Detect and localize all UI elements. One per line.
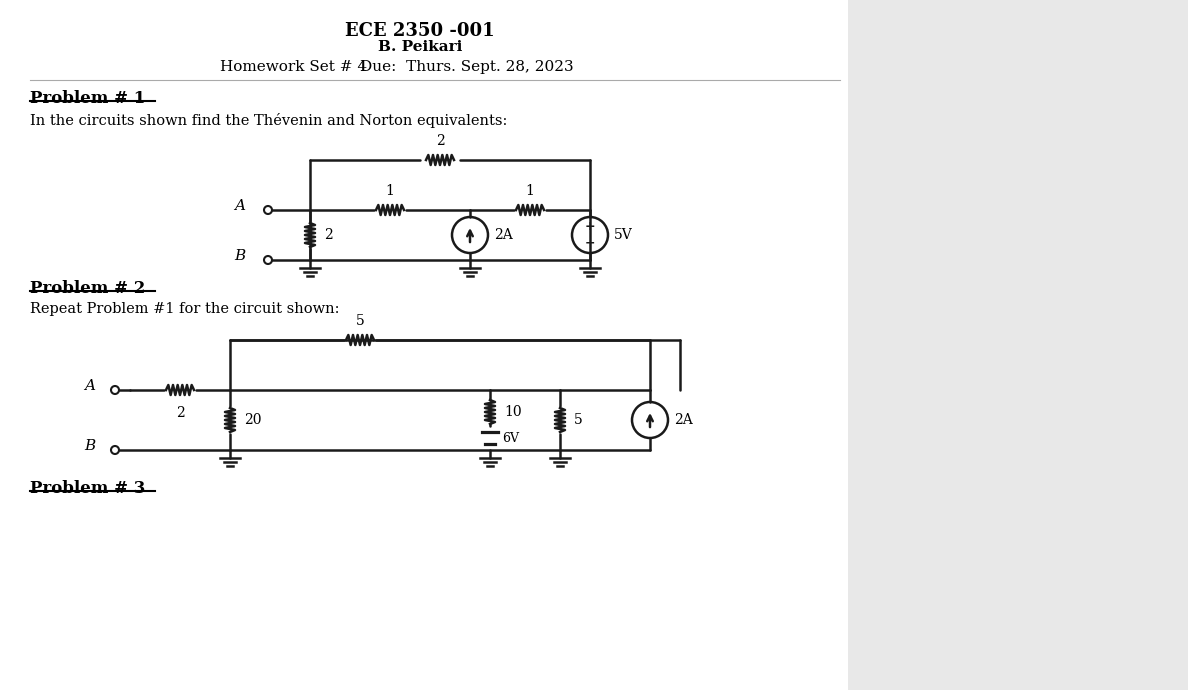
- Text: A: A: [234, 199, 245, 213]
- Text: +: +: [584, 220, 595, 233]
- Text: B: B: [83, 439, 95, 453]
- Text: ECE 2350 -001: ECE 2350 -001: [346, 22, 495, 40]
- Text: 6V: 6V: [503, 431, 519, 444]
- Text: 10: 10: [504, 405, 522, 419]
- Text: Problem # 2: Problem # 2: [30, 280, 145, 297]
- FancyBboxPatch shape: [848, 0, 1188, 690]
- Text: A: A: [84, 379, 95, 393]
- Text: 2: 2: [436, 134, 444, 148]
- Text: In the circuits shown find the Thévenin and Norton equivalents:: In the circuits shown find the Thévenin …: [30, 113, 507, 128]
- Text: 2A: 2A: [674, 413, 693, 427]
- Text: Problem # 1: Problem # 1: [30, 90, 145, 107]
- Text: 20: 20: [244, 413, 261, 427]
- Text: Due:  Thurs. Sept. 28, 2023: Due: Thurs. Sept. 28, 2023: [360, 60, 574, 74]
- Text: 5: 5: [574, 413, 583, 427]
- Text: 1: 1: [386, 184, 394, 198]
- Text: 1: 1: [525, 184, 535, 198]
- Text: Problem # 3: Problem # 3: [30, 480, 145, 497]
- Text: B. Peikari: B. Peikari: [378, 40, 462, 54]
- Text: 2: 2: [324, 228, 333, 242]
- Text: Repeat Problem #1 for the circuit shown:: Repeat Problem #1 for the circuit shown:: [30, 302, 340, 316]
- Text: 2A: 2A: [494, 228, 513, 242]
- Text: B: B: [234, 249, 245, 263]
- Text: 5: 5: [355, 314, 365, 328]
- Text: 2: 2: [176, 406, 184, 420]
- Text: Homework Set # 4: Homework Set # 4: [220, 60, 367, 74]
- Text: 5V: 5V: [614, 228, 633, 242]
- Text: −: −: [584, 237, 595, 250]
